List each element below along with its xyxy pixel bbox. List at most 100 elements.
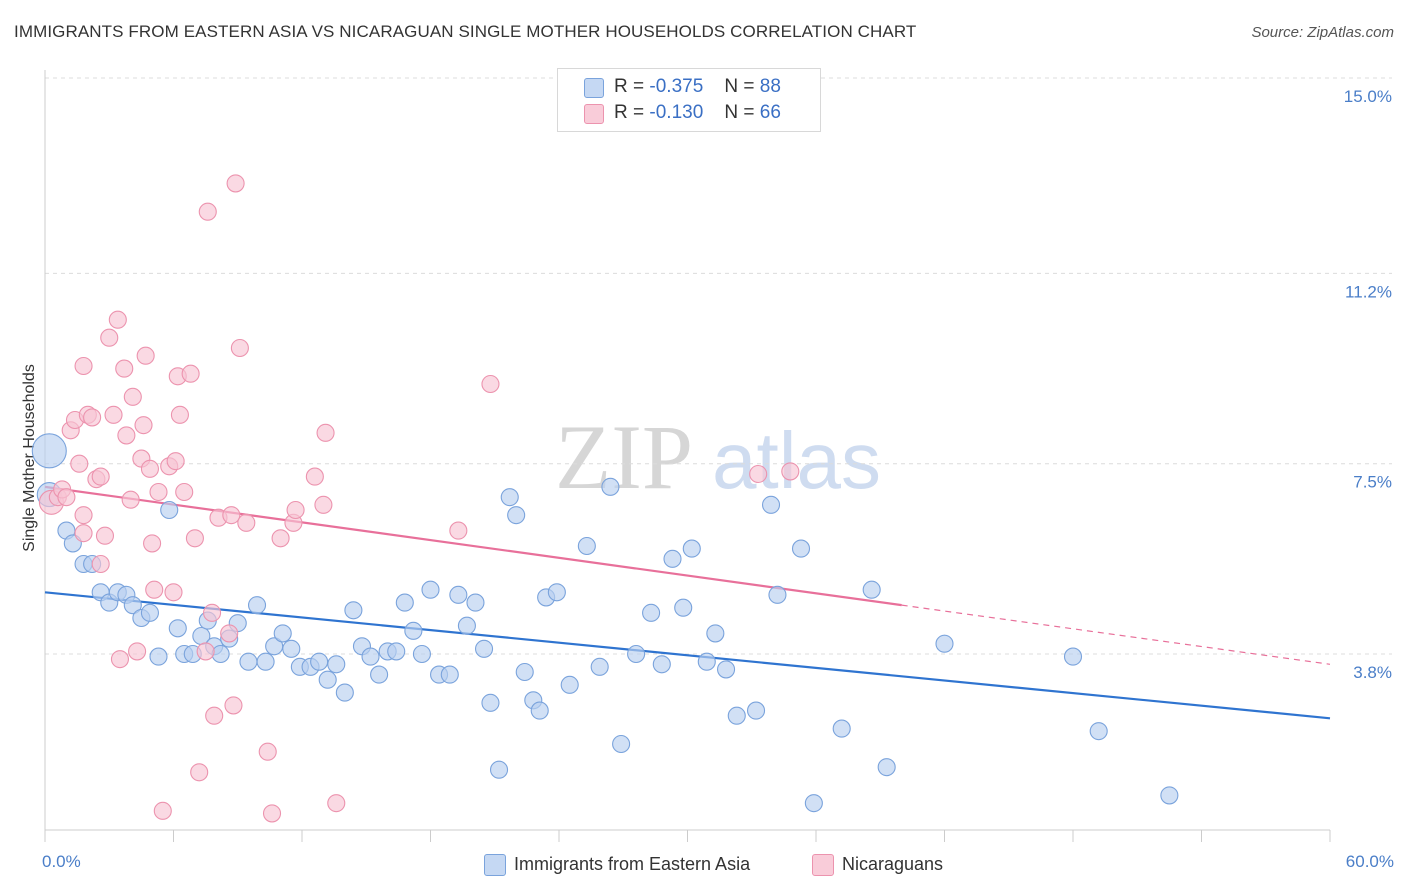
point-nicaraguans	[166, 452, 185, 471]
x-tick-min: 0.0%	[42, 852, 81, 871]
r-label: R =	[614, 102, 645, 123]
legend-label: Immigrants from Eastern Asia	[514, 854, 751, 874]
point-eastern-asia	[412, 644, 431, 664]
point-eastern-asia	[935, 634, 954, 653]
point-eastern-asia	[31, 433, 67, 469]
point-eastern-asia	[160, 500, 179, 520]
point-nicaraguans	[91, 467, 110, 486]
point-eastern-asia	[361, 647, 380, 666]
point-eastern-asia	[335, 683, 354, 702]
point-nicaraguans	[74, 524, 93, 543]
point-eastern-asia	[832, 719, 851, 738]
point-nicaraguans	[140, 459, 159, 478]
legend-label: Nicaraguans	[842, 854, 944, 874]
point-eastern-asia	[642, 603, 661, 622]
point-nicaraguans	[190, 763, 209, 782]
point-eastern-asia	[547, 583, 566, 602]
point-eastern-asia	[627, 644, 646, 664]
series-legend: Immigrants from Eastern Asia Nicaraguans	[0, 850, 1406, 880]
point-eastern-asia	[674, 598, 693, 617]
point-eastern-asia	[247, 596, 267, 615]
point-nicaraguans	[226, 174, 245, 193]
point-nicaraguans	[74, 506, 93, 525]
chart-title: IMMIGRANTS FROM EASTERN ASIA VS NICARAGU…	[14, 22, 917, 41]
point-eastern-asia	[1160, 786, 1179, 805]
point-eastern-asia	[466, 593, 485, 612]
point-eastern-asia	[791, 539, 811, 558]
point-eastern-asia	[768, 585, 787, 604]
point-eastern-asia	[123, 596, 142, 615]
r-label: R =	[614, 76, 645, 97]
point-nicaraguans	[74, 356, 93, 376]
r-value: -0.375	[649, 76, 704, 97]
point-eastern-asia	[481, 693, 500, 712]
point-eastern-asia	[577, 536, 596, 556]
y-tick-label: 15.0%	[1344, 87, 1392, 106]
pink-swatch	[584, 104, 604, 124]
n-value: 66	[759, 102, 781, 123]
trend-line	[44, 485, 902, 607]
point-eastern-asia	[1089, 722, 1108, 741]
point-nicaraguans	[222, 506, 241, 525]
point-nicaraguans	[104, 405, 123, 424]
point-nicaraguans	[164, 583, 183, 602]
point-nicaraguans	[134, 416, 153, 435]
point-eastern-asia	[370, 665, 389, 684]
point-nicaraguans	[327, 794, 346, 813]
point-nicaraguans	[100, 328, 119, 347]
point-nicaraguans	[136, 346, 155, 365]
point-eastern-asia	[489, 760, 509, 779]
point-eastern-asia	[515, 662, 534, 682]
point-nicaraguans	[175, 482, 194, 502]
point-eastern-asia	[318, 670, 337, 689]
point-nicaraguans	[83, 408, 102, 427]
y-tick-label: 7.5%	[1353, 473, 1392, 492]
point-nicaraguans	[205, 706, 224, 725]
point-eastern-asia	[716, 660, 736, 679]
point-nicaraguans	[262, 804, 282, 823]
point-nicaraguans	[117, 426, 136, 445]
point-eastern-asia	[149, 647, 168, 666]
point-nicaraguans	[70, 454, 89, 473]
blue-swatch	[584, 78, 604, 98]
data-points	[31, 174, 1179, 823]
y-tick-labels: 3.8% 7.5% 11.2% 15.0%	[1344, 87, 1392, 682]
point-eastern-asia	[601, 477, 620, 496]
point-nicaraguans	[181, 364, 200, 383]
point-nicaraguans	[143, 534, 162, 553]
r-value: -0.130	[649, 102, 704, 123]
point-eastern-asia	[697, 652, 716, 671]
point-nicaraguans	[481, 374, 500, 394]
point-eastern-asia	[761, 495, 781, 514]
grid-lines	[45, 77, 1392, 655]
point-eastern-asia	[282, 639, 301, 658]
point-nicaraguans	[224, 696, 243, 715]
point-eastern-asia	[395, 593, 414, 612]
point-nicaraguans	[316, 423, 335, 442]
point-nicaraguans	[121, 490, 140, 509]
point-eastern-asia	[560, 675, 579, 694]
point-nicaraguans	[149, 482, 168, 502]
point-eastern-asia	[1063, 647, 1083, 666]
point-nicaraguans	[271, 529, 290, 548]
pink-swatch	[812, 854, 834, 876]
y-tick-label: 3.8%	[1353, 663, 1392, 682]
point-nicaraguans	[108, 310, 127, 329]
point-eastern-asia	[746, 701, 766, 720]
point-eastern-asia	[256, 652, 275, 671]
trend-line-extension	[901, 604, 1331, 665]
point-nicaraguans	[203, 603, 222, 622]
watermark: ZIP atlas	[555, 406, 881, 508]
point-nicaraguans	[781, 462, 800, 481]
watermark-atlas: atlas	[712, 416, 881, 505]
point-eastern-asia	[440, 665, 459, 684]
point-eastern-asia	[421, 580, 440, 599]
point-nicaraguans	[185, 529, 204, 548]
point-nicaraguans	[230, 338, 249, 358]
point-eastern-asia	[652, 655, 671, 674]
point-nicaraguans	[237, 513, 256, 532]
point-eastern-asia	[530, 701, 549, 720]
point-eastern-asia	[239, 652, 258, 671]
point-eastern-asia	[310, 652, 329, 671]
